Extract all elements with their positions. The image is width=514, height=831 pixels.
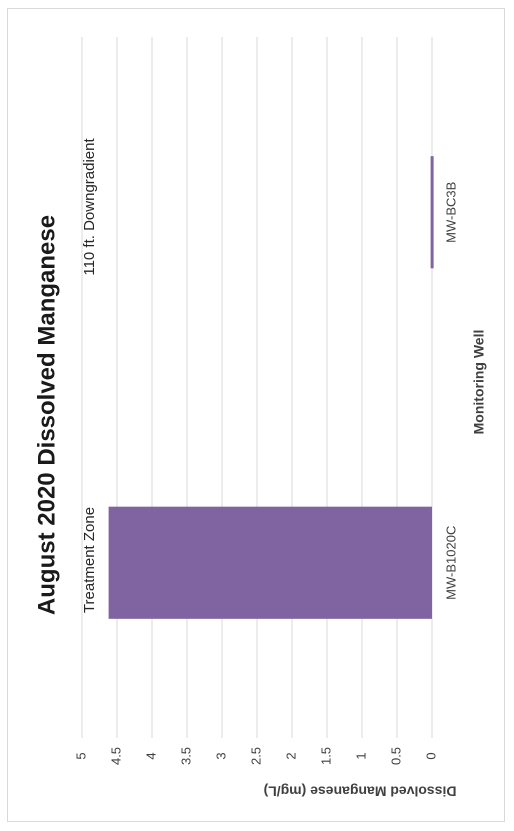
y-tick-label: 4: [143, 752, 158, 759]
chart-title: August 2020 Dissolved Manganese: [33, 215, 60, 615]
y-tick-label: 3: [213, 752, 228, 759]
y-tick-label: 1.5: [318, 747, 333, 765]
category-label: MW-B1020C: [443, 526, 458, 600]
x-axis-categories: MW-B1020C MW-BC3B: [443, 182, 458, 600]
category-label: MW-BC3B: [443, 182, 458, 243]
y-tick-label: 4.5: [108, 747, 123, 765]
y-tick-label: 3.5: [178, 747, 193, 765]
y-tick-label: 0.5: [388, 747, 403, 765]
y-tick-label: 2.5: [248, 747, 263, 765]
bar-mw-bc3b: [430, 156, 434, 269]
annotation-treatment-zone: Treatment Zone: [81, 507, 98, 613]
y-axis-title: Dissolved Manganese (mg/L): [264, 783, 457, 799]
y-tick-label: 0: [423, 752, 438, 759]
bar-mw-b1020c: [108, 506, 432, 619]
gridlines: [81, 37, 433, 738]
y-tick-label: 5: [73, 752, 88, 759]
bars: [108, 156, 434, 619]
annotation-downgradient: 110 ft. Downgradient: [81, 138, 98, 276]
x-axis-title: Monitoring Well: [471, 330, 487, 435]
y-tick-label: 2: [283, 752, 298, 759]
chart-frame: [7, 8, 505, 822]
y-tick-label: 1: [353, 752, 368, 759]
y-axis-ticks: 0 0.5 1 1.5 2 2.5 3 3.5 4 4.5 5: [73, 747, 438, 765]
